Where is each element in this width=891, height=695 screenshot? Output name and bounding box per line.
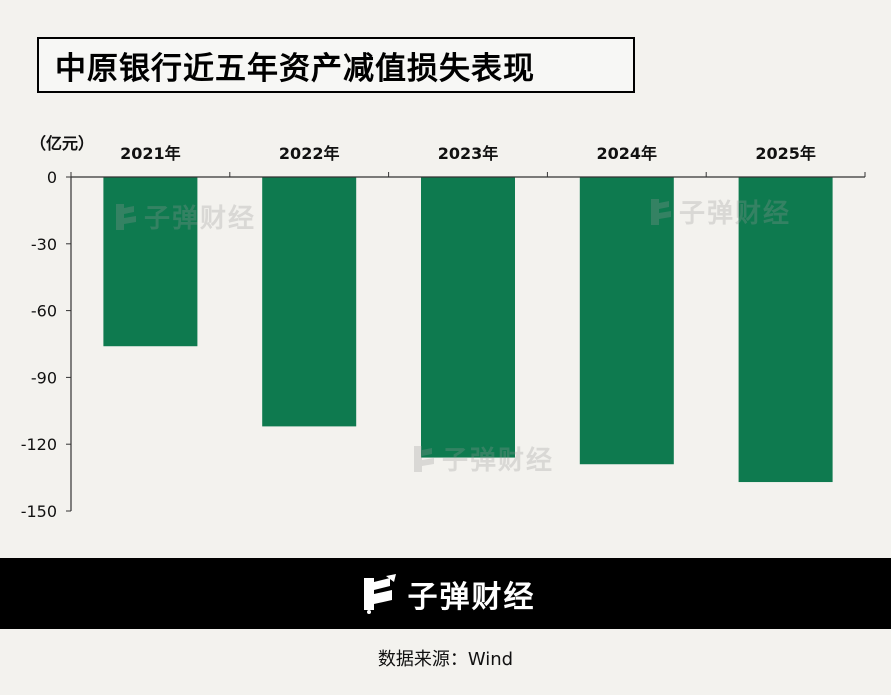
x-tick-label: 2021年 [120,144,181,163]
x-tick-label: 2024年 [597,144,658,163]
data-source: 数据来源：Wind [377,649,514,670]
bar [738,177,833,483]
x-tick-label: 2025年 [755,144,816,163]
footer-brand: 子弹财经 [356,572,536,616]
y-tick-label: -90 [31,368,57,387]
bullet-finance-logo-icon [363,573,396,614]
bar [262,177,357,427]
x-tick-label: 2022年 [279,144,340,163]
x-tick-label: 2023年 [438,144,499,163]
bar [103,177,198,347]
bar [579,177,674,465]
bar [421,177,515,458]
y-tick-label: 0 [47,168,57,187]
bar-chart: （亿元） 2021年 2022年 2023年 2024年 2025年 0 -30 -60 -90 -… [21,134,866,521]
chart-title: 中原银行近五年资产减值损失表现 [37,37,635,93]
y-tick-label: -30 [31,235,57,254]
y-tick-label: -150 [21,502,57,521]
y-axis-label: （亿元） [30,134,94,153]
footer-band: 子弹财经 [0,558,891,629]
y-tick-label: -60 [31,302,57,321]
y-tick-label: -120 [21,435,57,454]
footer-brand-name: 子弹财经 [407,579,536,615]
